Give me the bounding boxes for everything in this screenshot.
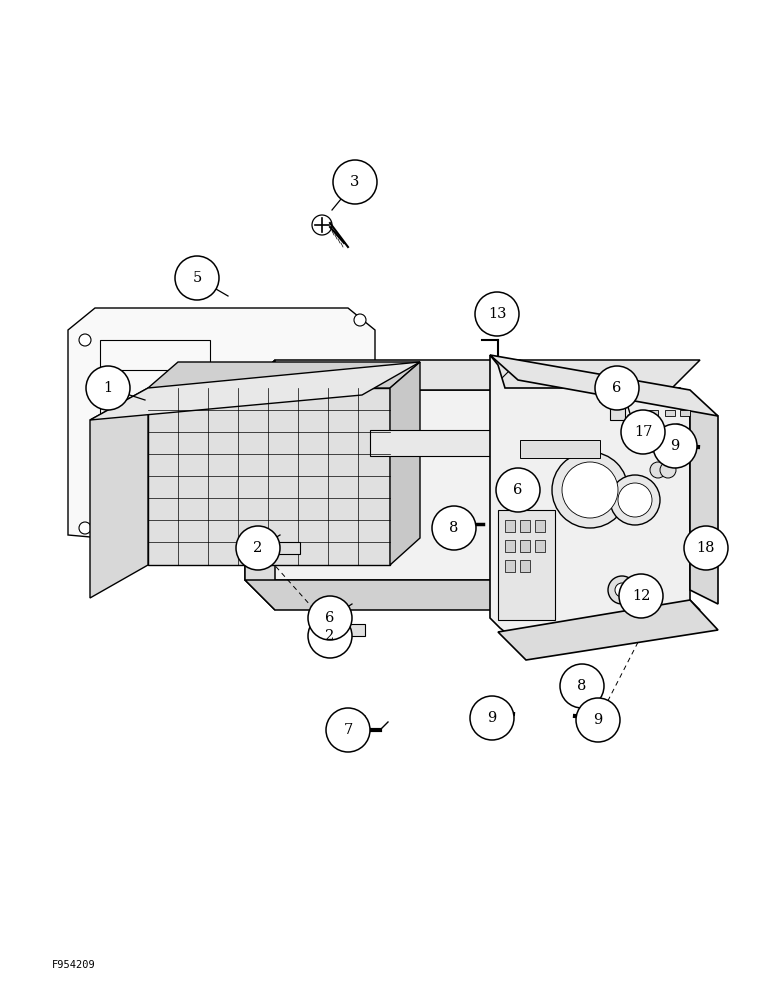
Polygon shape — [68, 308, 375, 560]
Bar — [505, 540, 515, 552]
Circle shape — [552, 452, 628, 528]
Polygon shape — [520, 440, 600, 458]
Polygon shape — [100, 468, 230, 500]
Circle shape — [684, 526, 728, 570]
Circle shape — [326, 708, 370, 752]
Polygon shape — [245, 360, 275, 610]
Circle shape — [333, 160, 377, 204]
Text: 2: 2 — [325, 629, 334, 643]
Text: 8: 8 — [449, 521, 459, 535]
Circle shape — [308, 596, 352, 640]
Text: 6: 6 — [513, 483, 523, 497]
Polygon shape — [100, 340, 210, 370]
Circle shape — [562, 462, 618, 518]
Text: 18: 18 — [697, 541, 715, 555]
Bar — [520, 540, 530, 552]
Circle shape — [475, 292, 519, 336]
Circle shape — [175, 256, 219, 300]
Text: 9: 9 — [594, 713, 603, 727]
Bar — [648, 410, 658, 416]
Text: 7: 7 — [344, 723, 353, 737]
Bar — [535, 520, 545, 532]
Circle shape — [79, 334, 91, 346]
Text: 12: 12 — [631, 589, 650, 603]
Bar — [505, 560, 515, 572]
Circle shape — [496, 468, 540, 512]
Polygon shape — [90, 388, 148, 598]
Bar — [680, 410, 690, 416]
Polygon shape — [370, 430, 500, 456]
Polygon shape — [148, 362, 420, 388]
Circle shape — [618, 483, 652, 517]
Polygon shape — [390, 362, 420, 565]
Circle shape — [619, 574, 663, 618]
Circle shape — [236, 526, 280, 570]
Polygon shape — [610, 398, 625, 420]
Circle shape — [595, 366, 639, 410]
Polygon shape — [90, 362, 420, 420]
Circle shape — [608, 576, 636, 604]
Polygon shape — [490, 355, 690, 632]
Polygon shape — [498, 600, 718, 660]
Text: 2: 2 — [253, 541, 262, 555]
Polygon shape — [100, 400, 150, 425]
Bar — [520, 520, 530, 532]
Text: 8: 8 — [577, 679, 587, 693]
Circle shape — [432, 506, 476, 550]
Polygon shape — [245, 580, 700, 610]
Text: 1: 1 — [103, 381, 113, 395]
Circle shape — [86, 366, 130, 410]
Polygon shape — [628, 415, 650, 438]
Bar — [335, 624, 365, 636]
Circle shape — [354, 314, 366, 326]
Bar — [565, 676, 573, 684]
Bar — [535, 540, 545, 552]
Polygon shape — [148, 388, 390, 565]
Circle shape — [470, 696, 514, 740]
Circle shape — [615, 583, 629, 597]
Circle shape — [312, 215, 332, 235]
Text: 5: 5 — [192, 271, 201, 285]
Circle shape — [308, 614, 352, 658]
Bar — [665, 410, 675, 416]
Polygon shape — [690, 400, 718, 604]
Text: 9: 9 — [670, 439, 679, 453]
Polygon shape — [245, 390, 670, 580]
Circle shape — [610, 475, 660, 525]
Circle shape — [660, 462, 676, 478]
Circle shape — [694, 544, 706, 556]
Circle shape — [79, 522, 91, 534]
Bar — [270, 542, 300, 554]
Bar — [505, 520, 515, 532]
Text: 3: 3 — [350, 175, 360, 189]
Circle shape — [352, 542, 364, 554]
Circle shape — [653, 424, 697, 468]
Circle shape — [576, 698, 620, 742]
Text: 9: 9 — [487, 711, 496, 725]
Polygon shape — [490, 355, 718, 416]
Polygon shape — [688, 536, 712, 564]
Circle shape — [650, 424, 666, 440]
Polygon shape — [245, 360, 700, 390]
Circle shape — [670, 424, 686, 440]
Bar — [458, 520, 466, 528]
Text: F954209: F954209 — [52, 960, 96, 970]
Polygon shape — [498, 510, 555, 620]
Text: 6: 6 — [612, 381, 621, 395]
Circle shape — [660, 442, 676, 458]
Text: 13: 13 — [488, 307, 506, 321]
Circle shape — [560, 664, 604, 708]
Text: 6: 6 — [325, 611, 335, 625]
Bar — [520, 560, 530, 572]
Circle shape — [621, 410, 665, 454]
Circle shape — [650, 462, 666, 478]
Text: 17: 17 — [634, 425, 652, 439]
